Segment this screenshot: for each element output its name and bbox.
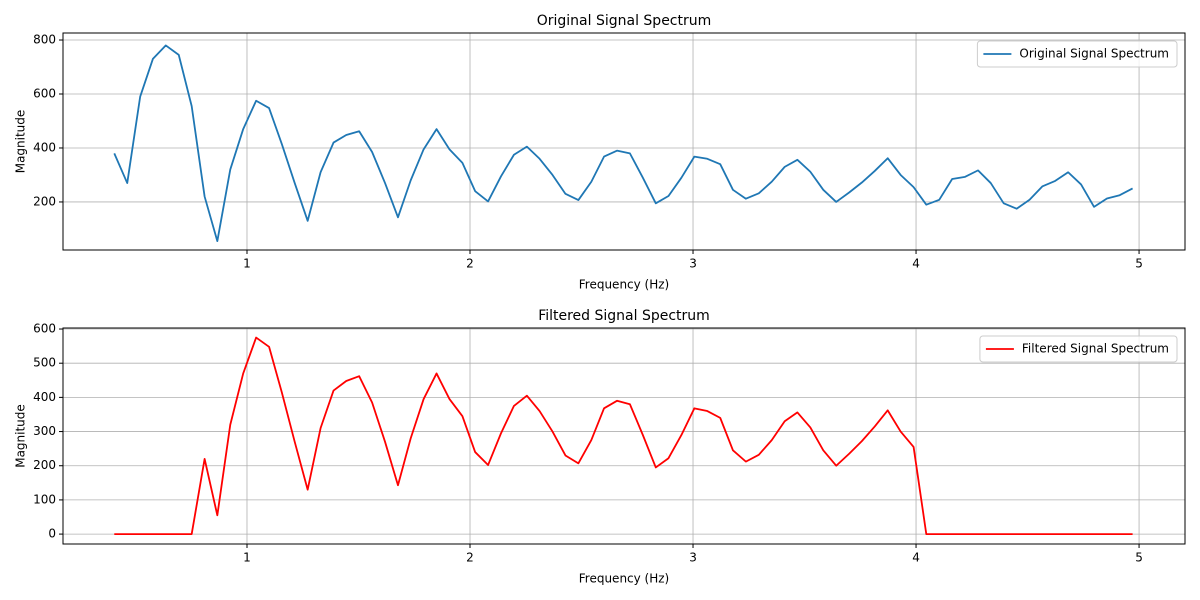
y-tick-label: 300 (33, 424, 56, 438)
line (113, 44, 1134, 242)
legend-label: Original Signal Spectrum (1019, 47, 1169, 61)
x-axis-label: Frequency (Hz) (579, 572, 670, 586)
x-axis-label: Frequency (Hz) (579, 278, 670, 292)
y-tick-label: 100 (33, 492, 56, 506)
y-tick-label: 800 (33, 33, 56, 47)
legend: Original Signal Spectrum (976, 40, 1178, 68)
y-tick-label: 200 (33, 458, 56, 472)
x-tick-label: 2 (466, 257, 474, 271)
legend: Filtered Signal Spectrum (979, 335, 1178, 363)
line (114, 336, 1133, 535)
subplot-title: Filtered Signal Spectrum (538, 308, 710, 324)
y-axis-label: Magnitude (14, 110, 28, 174)
y-axis-label: Magnitude (14, 404, 28, 468)
legend-label: Filtered Signal Spectrum (1022, 342, 1169, 356)
legend-box (976, 40, 1178, 68)
subplot-title: Original Signal Spectrum (537, 13, 712, 29)
y-tick-label: 500 (33, 356, 56, 370)
y-tick-label: 0 (48, 527, 56, 541)
x-tick-label: 3 (689, 257, 697, 271)
subplot: Original Signal Spectrum Frequency (Hz) Ma… (14, 13, 1186, 292)
y-tick-label: 400 (33, 140, 56, 154)
y-tick-label: 400 (33, 390, 56, 404)
y-tick-label: 200 (33, 194, 56, 208)
y-tick-label: 600 (33, 322, 56, 336)
x-tick-label: 4 (912, 257, 920, 271)
axes-frame (62, 32, 1186, 251)
x-tick-label: 2 (466, 551, 474, 565)
legend-box (979, 335, 1178, 363)
axes-frame (62, 327, 1186, 545)
x-tick-label: 4 (912, 551, 920, 565)
x-tick-label: 1 (243, 257, 251, 271)
subplot: Filtered Signal Spectrum Frequency (Hz) Ma… (14, 308, 1186, 586)
y-tick-label: 600 (33, 86, 56, 100)
x-tick-label: 3 (689, 551, 697, 565)
x-tick-label: 1 (243, 551, 251, 565)
x-tick-label: 5 (1135, 551, 1143, 565)
x-tick-label: 5 (1135, 257, 1143, 271)
